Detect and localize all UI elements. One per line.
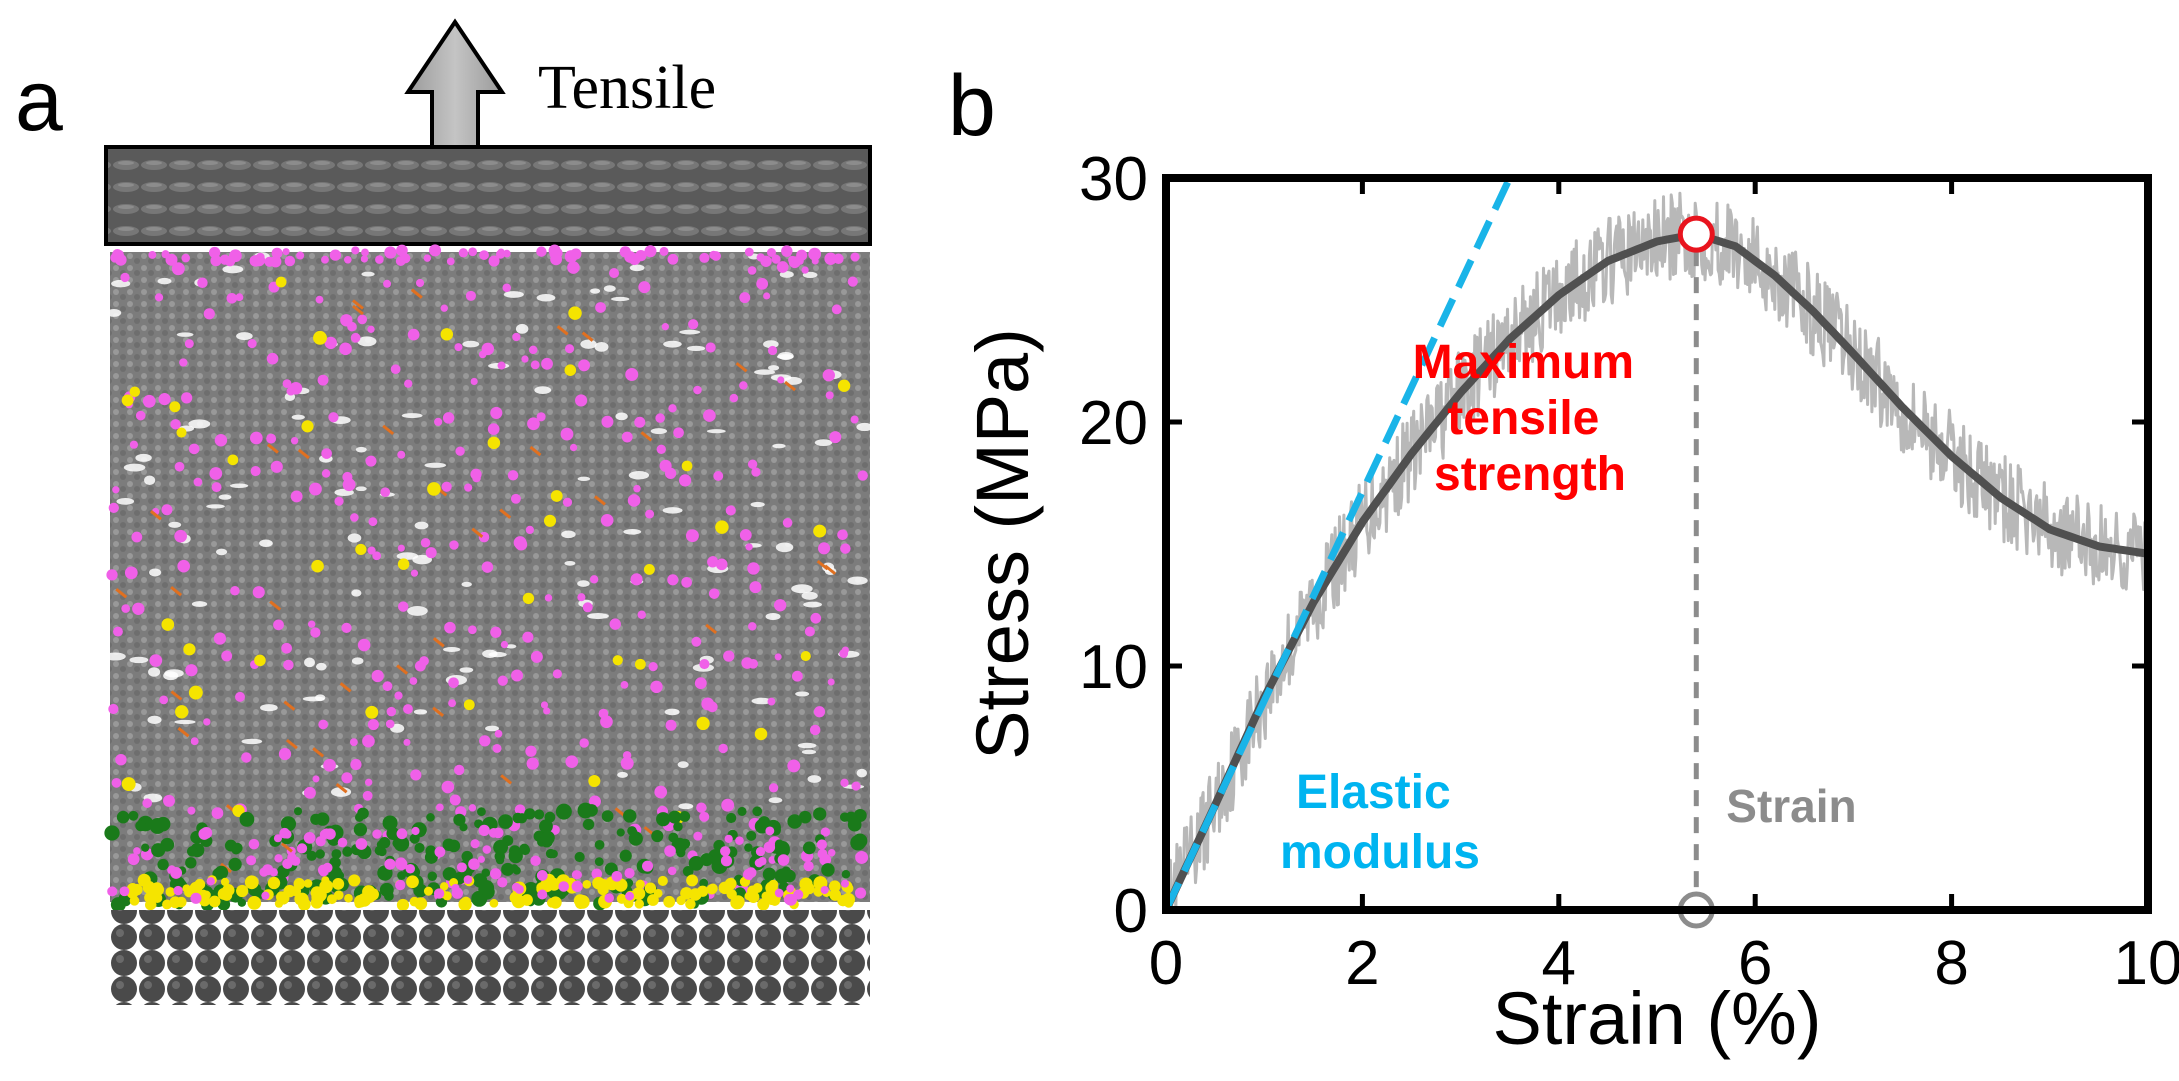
x-tick-label: 6 xyxy=(1738,929,1772,998)
plot-frame xyxy=(1162,174,2152,914)
x-tick-label: 8 xyxy=(1934,929,1968,998)
y-axis-label: Stress (MPa) xyxy=(961,328,1044,760)
polymer-matrix xyxy=(110,252,870,902)
simulation-snapshot: a Tensile xyxy=(15,18,873,1005)
axis-ticks: 0 2 4 6 8 10 0 10 20 30 xyxy=(1079,145,2179,998)
max-tensile-marker xyxy=(1677,215,1715,253)
x-axis-label: Strain (%) xyxy=(1493,977,1822,1060)
y-tick-label: 30 xyxy=(1079,145,1148,214)
x-tick-label: 4 xyxy=(1542,929,1576,998)
x-tick-label: 2 xyxy=(1345,929,1379,998)
x-tick-label: 0 xyxy=(1149,929,1183,998)
max-tensile-annotation: Maximum tensile strength xyxy=(1413,336,1648,501)
simulation-panel: a Tensile xyxy=(0,0,900,1076)
panel-b-label: b xyxy=(948,58,996,154)
tensile-label: Tensile xyxy=(538,54,716,122)
y-tick-label: 10 xyxy=(1079,633,1148,702)
stress-strain-chart: b 0 2 4 6 8 10 0 10 20 30 Maximum tensile strengt… xyxy=(948,58,2179,1060)
x-tick-label: 10 xyxy=(2114,929,2179,998)
elastic-modulus-line xyxy=(1162,176,1513,912)
y-tick-label: 0 xyxy=(1114,877,1148,946)
elastic-modulus-annotation: Elastic modulus xyxy=(1280,766,1480,879)
y-tick-label: 20 xyxy=(1079,389,1148,458)
stress-strain-panel: b 0 2 4 6 8 10 0 10 20 30 Maximum tensile strengt… xyxy=(900,0,2179,1076)
panel-a-label: a xyxy=(15,53,63,149)
smoothed-stress-curve xyxy=(1162,230,2152,914)
polymer-atoms xyxy=(104,244,873,913)
top-pulling-plate xyxy=(104,145,872,246)
strain-annotation: Strain xyxy=(1726,780,1856,832)
tensile-arrow-icon xyxy=(404,18,506,150)
substrate-layer xyxy=(110,910,870,1005)
